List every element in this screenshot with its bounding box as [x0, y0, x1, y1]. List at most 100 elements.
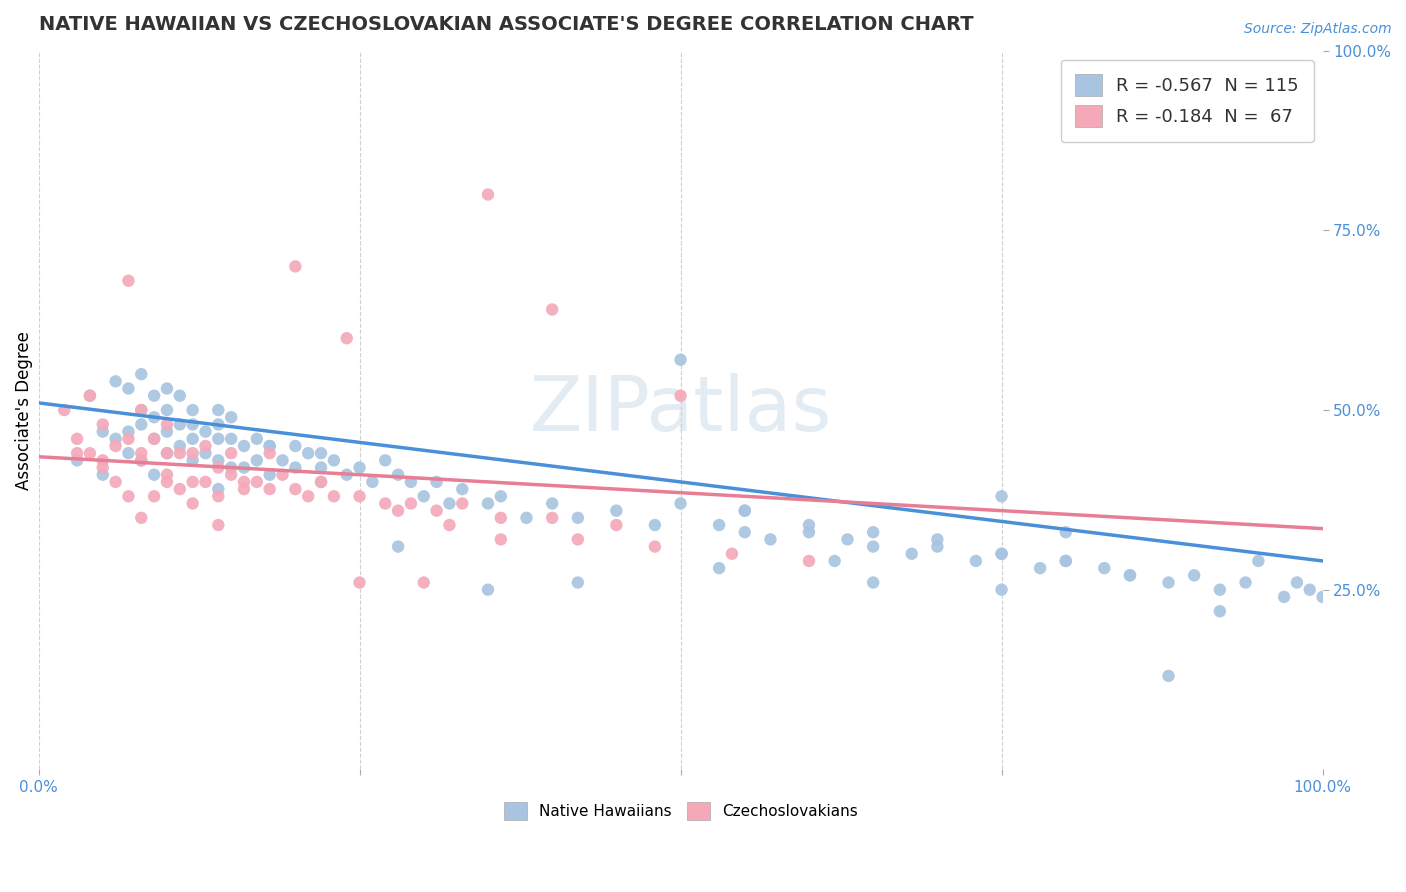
Point — [349, 575, 371, 590]
Point — [259, 439, 281, 453]
Point — [374, 496, 396, 510]
Point — [259, 439, 281, 453]
Point — [129, 367, 152, 381]
Point — [669, 352, 692, 367]
Point — [426, 475, 449, 489]
Point — [233, 439, 256, 453]
Point — [990, 489, 1012, 503]
Point — [1119, 568, 1142, 582]
Point — [207, 453, 229, 467]
Point — [707, 561, 730, 575]
Point — [219, 410, 242, 425]
Point — [129, 453, 152, 467]
Point — [1299, 582, 1322, 597]
Point — [91, 425, 114, 439]
Point — [349, 460, 371, 475]
Point — [207, 518, 229, 533]
Point — [169, 446, 191, 460]
Point — [477, 187, 499, 202]
Point — [862, 525, 884, 540]
Point — [246, 432, 269, 446]
Point — [489, 489, 512, 503]
Point — [129, 403, 152, 417]
Point — [207, 489, 229, 503]
Point — [66, 453, 89, 467]
Point — [1182, 568, 1205, 582]
Point — [990, 547, 1012, 561]
Legend: Native Hawaiians, Czechoslovakians: Native Hawaiians, Czechoslovakians — [498, 796, 863, 826]
Point — [156, 475, 179, 489]
Point — [862, 575, 884, 590]
Point — [721, 547, 744, 561]
Point — [79, 389, 101, 403]
Point — [219, 467, 242, 482]
Point — [797, 518, 820, 533]
Point — [797, 554, 820, 568]
Point — [194, 439, 217, 453]
Point — [567, 511, 589, 525]
Point — [117, 446, 139, 460]
Point — [129, 417, 152, 432]
Point — [194, 446, 217, 460]
Point — [1119, 568, 1142, 582]
Point — [862, 540, 884, 554]
Point — [734, 503, 756, 517]
Point — [117, 382, 139, 396]
Point — [990, 582, 1012, 597]
Point — [219, 446, 242, 460]
Point — [104, 439, 127, 453]
Point — [644, 518, 666, 533]
Point — [1312, 590, 1334, 604]
Point — [374, 453, 396, 467]
Point — [439, 496, 461, 510]
Point — [271, 467, 294, 482]
Point — [156, 417, 179, 432]
Text: Source: ZipAtlas.com: Source: ZipAtlas.com — [1244, 22, 1392, 37]
Point — [181, 432, 204, 446]
Point — [336, 331, 359, 345]
Point — [399, 475, 422, 489]
Text: NATIVE HAWAIIAN VS CZECHOSLOVAKIAN ASSOCIATE'S DEGREE CORRELATION CHART: NATIVE HAWAIIAN VS CZECHOSLOVAKIAN ASSOC… — [38, 15, 973, 34]
Point — [1272, 590, 1295, 604]
Point — [605, 518, 627, 533]
Point — [129, 403, 152, 417]
Point — [66, 446, 89, 460]
Point — [117, 425, 139, 439]
Point — [309, 446, 332, 460]
Point — [91, 460, 114, 475]
Point — [669, 496, 692, 510]
Point — [91, 453, 114, 467]
Point — [284, 482, 307, 496]
Point — [169, 482, 191, 496]
Point — [143, 389, 166, 403]
Point — [541, 511, 564, 525]
Point — [79, 389, 101, 403]
Point — [1157, 669, 1180, 683]
Point — [207, 403, 229, 417]
Point — [156, 446, 179, 460]
Point — [79, 446, 101, 460]
Point — [1285, 575, 1308, 590]
Point — [181, 453, 204, 467]
Point — [387, 467, 409, 482]
Point — [143, 432, 166, 446]
Point — [451, 496, 474, 510]
Point — [387, 540, 409, 554]
Point — [477, 496, 499, 510]
Point — [117, 274, 139, 288]
Point — [349, 489, 371, 503]
Point — [117, 432, 139, 446]
Point — [322, 453, 344, 467]
Point — [143, 432, 166, 446]
Point — [1157, 575, 1180, 590]
Point — [207, 417, 229, 432]
Point — [284, 439, 307, 453]
Point — [156, 446, 179, 460]
Point — [387, 503, 409, 517]
Point — [990, 547, 1012, 561]
Point — [181, 446, 204, 460]
Point — [309, 475, 332, 489]
Point — [669, 389, 692, 403]
Point — [361, 475, 384, 489]
Point — [156, 467, 179, 482]
